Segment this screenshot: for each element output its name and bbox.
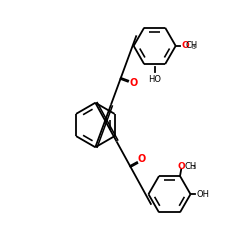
Text: CH: CH (184, 162, 197, 171)
Text: O: O (138, 154, 146, 164)
Text: OH: OH (197, 190, 210, 199)
Text: O: O (177, 162, 185, 171)
Text: CH: CH (185, 42, 197, 50)
Text: O: O (181, 42, 189, 50)
Text: O: O (130, 78, 138, 88)
Text: 3: 3 (191, 45, 195, 50)
Text: HO: HO (148, 75, 161, 84)
Text: 3: 3 (192, 165, 196, 170)
